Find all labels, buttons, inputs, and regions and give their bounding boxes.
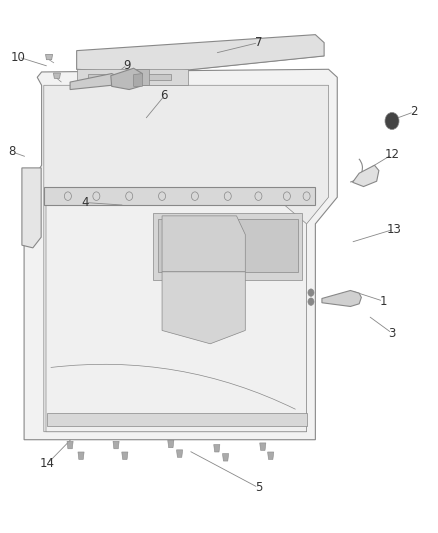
Text: 4: 4 [81, 196, 89, 209]
Polygon shape [122, 452, 128, 459]
Polygon shape [113, 441, 119, 449]
Polygon shape [268, 452, 274, 459]
Text: 5: 5 [255, 481, 262, 494]
Polygon shape [70, 74, 116, 90]
Polygon shape [77, 69, 188, 85]
Text: 2: 2 [410, 106, 418, 118]
Text: 13: 13 [387, 223, 402, 236]
Polygon shape [153, 213, 302, 280]
Polygon shape [322, 290, 361, 306]
Circle shape [308, 298, 314, 305]
Text: 12: 12 [385, 148, 399, 161]
Polygon shape [134, 74, 142, 86]
Text: 7: 7 [254, 36, 262, 49]
Text: 9: 9 [123, 59, 131, 71]
Polygon shape [44, 85, 328, 432]
Polygon shape [78, 452, 84, 459]
Polygon shape [129, 69, 149, 85]
Polygon shape [223, 454, 229, 461]
Text: 8: 8 [9, 146, 16, 158]
Text: 6: 6 [160, 90, 168, 102]
Polygon shape [77, 35, 324, 74]
Text: 10: 10 [11, 51, 26, 63]
Polygon shape [44, 187, 315, 205]
Text: 3: 3 [389, 327, 396, 340]
Polygon shape [47, 413, 307, 426]
Polygon shape [111, 68, 142, 90]
Polygon shape [214, 445, 220, 452]
Polygon shape [158, 219, 298, 272]
Text: 14: 14 [40, 457, 55, 470]
Circle shape [308, 289, 314, 296]
Polygon shape [22, 168, 41, 248]
Polygon shape [177, 450, 183, 457]
Circle shape [385, 112, 399, 130]
Polygon shape [162, 216, 245, 272]
Polygon shape [46, 54, 53, 60]
Polygon shape [24, 69, 337, 440]
Polygon shape [67, 441, 73, 449]
Polygon shape [162, 272, 245, 344]
Polygon shape [88, 74, 171, 80]
Polygon shape [46, 205, 307, 432]
Text: 1: 1 [379, 295, 387, 308]
Polygon shape [53, 73, 60, 78]
Polygon shape [260, 443, 266, 450]
Polygon shape [168, 440, 174, 448]
Polygon shape [353, 165, 379, 187]
